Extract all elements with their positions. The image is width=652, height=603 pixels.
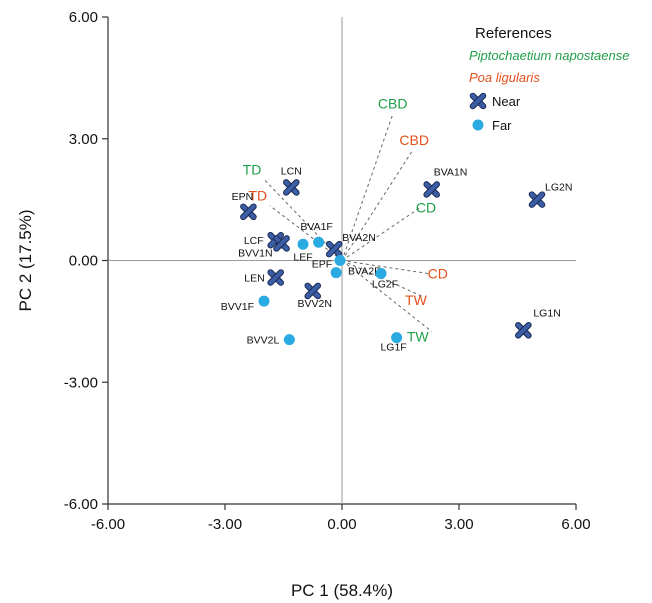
x-tick-label: -3.00 xyxy=(208,516,242,533)
point-label-lg1n: LG1N xyxy=(533,307,560,319)
point-epn xyxy=(240,203,257,221)
vector-label-cbd: CBD xyxy=(399,132,429,148)
legend-marker-label: Near xyxy=(492,94,521,109)
point-lcn xyxy=(283,179,300,196)
point-lg1n xyxy=(515,322,532,339)
x-tick-label: 0.00 xyxy=(327,516,356,533)
point-lg2n xyxy=(528,191,546,208)
vector-line-tw xyxy=(341,260,433,332)
y-tick-label: -6.00 xyxy=(64,496,98,513)
vector-line-cd xyxy=(341,260,428,274)
point-label-epn: EPN xyxy=(232,191,254,203)
point-label-epf: EPF xyxy=(312,259,332,271)
point-label-bva1f: BVA1F xyxy=(300,221,332,233)
vector-label-tw: TW xyxy=(405,292,428,308)
vector-line-cbd xyxy=(341,150,413,261)
point-lef xyxy=(297,238,309,250)
point-bva2f xyxy=(334,255,346,266)
y-tick-label: 6.00 xyxy=(69,9,98,26)
legend-species-label: Poa ligularis xyxy=(469,70,540,85)
point-len xyxy=(267,269,284,286)
legend-far-dot-icon xyxy=(472,119,484,131)
point-label-lcn: LCN xyxy=(281,165,302,177)
x-axis-title: PC 1 (58.4%) xyxy=(291,581,393,600)
vector-line-cbd xyxy=(341,114,394,261)
point-lg2f xyxy=(375,267,387,279)
point-label-bvv1n: BVV1N xyxy=(238,247,272,259)
loading-vectors: CBD CD TD TW CBD CD TD TW xyxy=(243,95,448,344)
point-label-len: LEN xyxy=(244,273,264,285)
point-label-bva1n: BVA1N xyxy=(434,166,468,178)
point-label-lg2n: LG2N xyxy=(545,182,572,194)
point-label-lef: LEF xyxy=(293,251,312,263)
point-bva2n xyxy=(325,240,343,258)
axes: 6.00 3.00 0.00 -3.00 -6.00 -6.00 -3.00 0.00 3.00… xyxy=(16,9,591,600)
vector-line-cd xyxy=(341,207,421,261)
legend-near-x-icon xyxy=(469,92,487,110)
vector-line-tw xyxy=(341,260,425,298)
point-bva1n xyxy=(423,181,440,198)
vector-label-td: TD xyxy=(243,161,262,177)
point-bvv2n xyxy=(304,282,322,300)
legend-marker-label: Far xyxy=(492,118,512,133)
y-tick-label: -3.00 xyxy=(64,374,98,391)
legend: References Piptochaetium napostaense Poa l… xyxy=(469,25,629,133)
point-bva1f xyxy=(313,236,325,248)
point-label-lcf: LCF xyxy=(244,235,264,247)
point-epf xyxy=(330,267,342,279)
legend-species-label: Piptochaetium napostaense xyxy=(469,48,629,63)
point-label-bva2n: BVA2N xyxy=(342,232,376,244)
legend-title: References xyxy=(475,25,552,42)
point-label-bvv1f: BVV1F xyxy=(221,301,254,313)
point-label-lg1f: LG1F xyxy=(380,342,406,354)
vector-label-tw: TW xyxy=(407,329,430,345)
y-axis-title: PC 2 (17.5%) xyxy=(16,209,35,311)
vector-label-cd: CD xyxy=(416,200,436,216)
x-tick-label: 3.00 xyxy=(444,516,473,533)
point-label-bvv2n: BVV2N xyxy=(298,298,332,310)
point-bvv1n xyxy=(273,235,290,252)
y-tick-label: 3.00 xyxy=(69,131,98,148)
vector-label-cd: CD xyxy=(428,265,448,281)
point-bvv1f xyxy=(258,295,270,307)
point-label-bvv2l: BVV2L xyxy=(247,335,280,347)
point-lg1f xyxy=(391,332,403,344)
x-tick-label: -6.00 xyxy=(91,516,125,533)
point-bvv2l xyxy=(283,334,295,346)
point-label-lg2f: LG2F xyxy=(372,278,398,290)
vector-label-td: TD xyxy=(249,188,268,204)
y-tick-label: 0.00 xyxy=(69,253,98,270)
vector-label-cbd: CBD xyxy=(378,95,408,111)
x-tick-label: 6.00 xyxy=(561,516,590,533)
point-label-bva2f: BVA2F xyxy=(348,266,380,278)
